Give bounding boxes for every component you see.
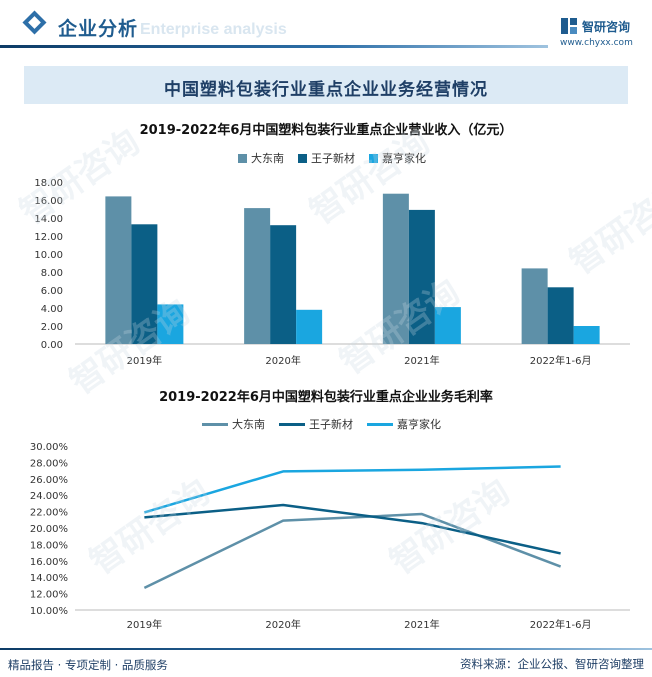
- y-tick-label: 20.00%: [30, 524, 68, 535]
- legend-line: [367, 422, 393, 426]
- legend-item-wangzi: 王子新材: [279, 416, 353, 432]
- bar: [408, 209, 435, 344]
- y-tick-label: 4.00: [41, 304, 63, 315]
- legend-line: [279, 422, 305, 426]
- logo-icon: [561, 18, 577, 34]
- header-rule: [0, 45, 548, 48]
- series-line: [144, 503, 561, 555]
- y-tick-label: 10.00%: [30, 606, 68, 617]
- y-tick-label: 30.00%: [30, 442, 68, 453]
- x-tick-label: 2021年: [404, 618, 439, 631]
- diamond-icon: [22, 10, 47, 35]
- bar-chart: 0.00 2.00 4.00 6.00 8.00 10.00 12.00 14.00 16.00…: [34, 178, 630, 367]
- page-banner: 中国塑料包装行业重点企业业务经营情况: [24, 66, 628, 104]
- logo-name: 智研咨询: [582, 20, 631, 34]
- legend-swatch: [298, 153, 307, 163]
- bar: [157, 304, 184, 344]
- legend-label: 嘉亨家化: [397, 418, 441, 431]
- bar: [573, 326, 600, 344]
- legend-label: 大东南: [232, 418, 265, 431]
- section-title: 企业分析: [58, 18, 139, 40]
- y-tick-label: 26.00%: [30, 475, 68, 486]
- bar: [547, 287, 574, 344]
- legend-item-jiaheng: 嘉亨家化: [367, 416, 441, 432]
- bar: [131, 224, 158, 344]
- page-title: 中国塑料包装行业重点企业业务经营情况: [164, 80, 488, 100]
- y-tick-label: 16.00: [34, 196, 63, 207]
- bar: [521, 268, 548, 344]
- y-tick-label: 28.00%: [30, 458, 68, 469]
- footer: 精品报告 · 专项定制 · 品质服务 资料来源：企业公报、智研咨询整理: [0, 648, 652, 677]
- y-tick-label: 10.00: [34, 250, 63, 261]
- y-tick-label: 18.00: [34, 178, 63, 189]
- line-chart-title: 2019-2022年6月中国塑料包装行业重点企业业务毛利率: [159, 390, 493, 405]
- brand-logo[interactable]: 智研咨询 www.chyxx.com: [560, 16, 650, 50]
- bar: [244, 208, 271, 344]
- footer-slogan: 精品报告 · 专项定制 · 品质服务: [8, 658, 168, 672]
- legend-item-jiaheng: 嘉亨家化: [369, 150, 426, 166]
- y-tick-label: 18.00%: [30, 540, 68, 551]
- footer-source: 资料来源：企业公报、智研咨询整理: [460, 657, 644, 671]
- y-tick-label: 12.00: [34, 232, 63, 243]
- section-watermark-text: Enterprise analysis: [140, 21, 287, 38]
- x-tick-label: 2022年1-6月: [530, 354, 592, 367]
- y-tick-label: 2.00: [41, 322, 63, 333]
- legend-item-dadongnan: 大东南: [238, 150, 284, 166]
- line-chart: 10.00% 12.00% 14.00% 16.00% 18.00% 20.00% 22.0…: [30, 442, 630, 631]
- legend-item-wangzi: 王子新材: [298, 150, 355, 166]
- y-tick-label: 6.00: [41, 286, 63, 297]
- y-tick-label: 16.00%: [30, 557, 68, 568]
- legend-swatch: [369, 153, 378, 163]
- bar-chart-legend: 大东南 王子新材 嘉亨家化: [238, 150, 426, 166]
- bar: [105, 196, 132, 344]
- bar: [434, 307, 461, 344]
- x-tick-label: 2019年: [127, 618, 162, 631]
- footer-rule: [0, 648, 652, 650]
- top-header: Enterprise analysis 企业分析 智研咨询 www.chyxx.…: [0, 0, 652, 60]
- legend-label: 嘉亨家化: [382, 152, 426, 165]
- bar-chart-title: 2019-2022年6月中国塑料包装行业重点企业营业收入（亿元）: [139, 123, 513, 138]
- y-tick-label: 12.00%: [30, 590, 68, 601]
- y-tick-label: 8.00: [41, 268, 63, 279]
- legend-label: 大东南: [251, 152, 284, 165]
- bar: [296, 309, 323, 344]
- x-tick-label: 2020年: [265, 618, 300, 631]
- line-chart-legend: 大东南 王子新材 嘉亨家化: [202, 416, 441, 432]
- legend-swatch: [238, 153, 247, 163]
- series-line: [144, 465, 561, 514]
- legend-item-dadongnan: 大东南: [202, 416, 265, 432]
- legend-label: 王子新材: [309, 418, 353, 431]
- bar: [270, 225, 297, 344]
- x-tick-label: 2020年: [265, 354, 300, 367]
- x-tick-label: 2022年1-6月: [530, 618, 592, 631]
- y-tick-label: 14.00: [34, 214, 63, 225]
- x-tick-label: 2019年: [127, 354, 162, 367]
- logo-url[interactable]: www.chyxx.com: [560, 38, 633, 48]
- series-line: [143, 512, 562, 589]
- legend-label: 王子新材: [311, 152, 355, 165]
- bar: [382, 193, 409, 344]
- y-tick-label: 24.00%: [30, 491, 68, 502]
- y-tick-label: 22.00%: [30, 508, 68, 519]
- x-tick-label: 2021年: [404, 354, 439, 367]
- y-tick-label: 0.00: [41, 340, 63, 351]
- legend-line: [202, 422, 228, 426]
- y-tick-label: 14.00%: [30, 573, 68, 584]
